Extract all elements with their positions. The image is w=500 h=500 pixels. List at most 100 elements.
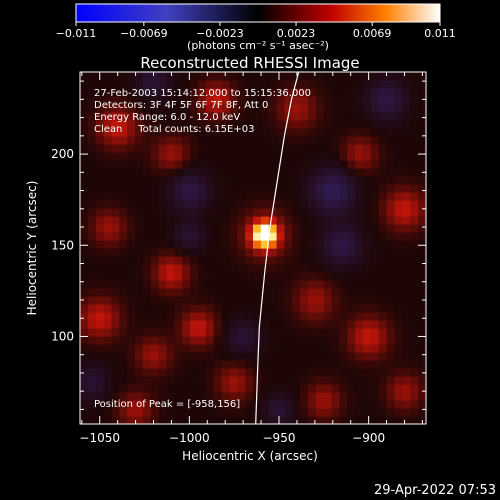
heat-cell [95,264,105,273]
heat-cell [386,160,396,169]
heat-cell [197,168,207,177]
heat-cell [245,240,254,249]
heat-cell [386,416,396,424]
heat-cell [378,336,388,345]
heat-cell [323,168,333,177]
heat-cell [158,376,168,385]
heat-cell [276,208,286,217]
heat-cell [221,384,231,393]
heat-cell [87,104,97,113]
heat-cell [284,200,293,209]
heat-cell [174,352,183,361]
heat-cell [174,224,183,233]
heat-cell [331,376,341,385]
heat-cell [253,360,262,369]
heat-cell [205,304,215,313]
heat-cell [166,304,175,313]
heat-cell [135,368,144,377]
heat-cell [300,104,309,113]
heat-cell [111,144,120,153]
heat-cell [166,360,175,369]
heat-cell [127,120,136,129]
heat-cell [197,264,207,273]
heat-cell [237,264,246,273]
plot-frame [79,71,427,425]
heat-cell [284,344,293,353]
heat-cell [80,112,89,121]
heat-cell [142,344,152,353]
heat-cell [315,104,325,113]
heat-cell [253,200,262,209]
heat-cell [87,200,97,209]
heat-cell [127,184,136,193]
heat-cell [95,216,105,225]
heat-cell [339,112,348,121]
heat-cell [190,368,199,377]
heat-cell [229,320,238,329]
heat-cell [323,256,333,265]
heat-cell [260,72,270,81]
heat-cell [174,192,183,201]
heat-cell [95,280,105,289]
heat-cell [370,392,380,401]
heat-cell [95,232,105,241]
heat-cell [245,88,254,97]
heat-cell [119,232,128,241]
heat-cell [237,280,246,289]
heat-cell [370,368,380,377]
heat-cell [315,400,325,409]
heat-cell [237,152,246,161]
heat-cell [166,208,175,217]
heat-cell [182,88,191,97]
heat-cell [276,392,286,401]
heat-cell [190,376,199,385]
heat-cell [347,200,356,209]
heat-cell [197,416,207,424]
heat-cell [386,136,396,145]
heat-cell [370,152,380,161]
heat-cell [300,88,309,97]
heat-cell [347,336,356,345]
heat-cell [370,120,380,129]
heat-cell [150,120,160,129]
heat-cell [386,96,396,105]
heat-cell [150,288,160,297]
heat-cell [260,280,270,289]
heat-cell [394,248,404,257]
heat-cell [410,408,419,417]
heat-cell [111,224,120,233]
heat-cell [205,224,215,233]
heat-cell [245,184,254,193]
heat-cell [166,248,175,257]
heat-cell [166,312,175,321]
heat-cell [80,304,89,313]
heat-cell [142,272,152,281]
heat-cell [402,128,411,137]
heat-cell [103,232,113,241]
heat-cell [182,184,191,193]
heat-cell [323,384,333,393]
heat-cell [292,224,301,233]
heat-cell [394,400,404,409]
heat-cell [127,176,136,185]
heat-cell [394,272,404,281]
heat-cell [292,128,301,137]
heat-cell [213,280,223,289]
heat-cell [190,304,199,313]
heat-cell [394,368,404,377]
heat-cell [237,240,246,249]
heat-cell [127,312,136,321]
heat-cell [284,240,293,249]
heat-cell [292,120,301,129]
heat-cell [394,264,404,273]
heat-cell [323,72,333,81]
heat-cell [308,144,317,153]
heat-cell [284,352,293,361]
heat-cell [213,160,223,169]
heat-cell [166,192,175,201]
heat-cell [182,72,191,81]
heat-cell [268,344,278,353]
heat-cell [87,400,97,409]
heat-cell [410,152,419,161]
heat-cell [229,104,238,113]
